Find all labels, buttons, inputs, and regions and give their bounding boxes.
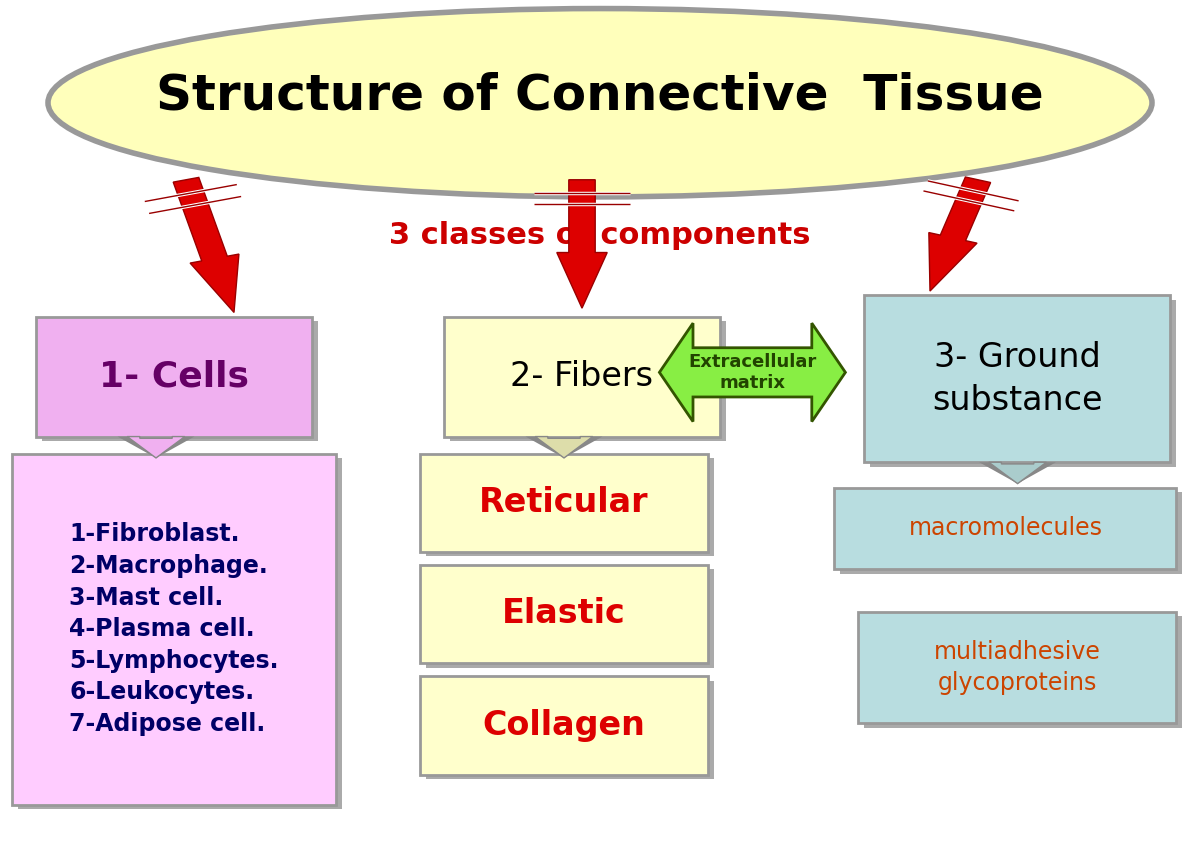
Polygon shape (660, 324, 845, 422)
FancyBboxPatch shape (834, 488, 1176, 569)
FancyBboxPatch shape (426, 681, 714, 779)
FancyBboxPatch shape (18, 458, 342, 809)
FancyBboxPatch shape (420, 454, 708, 552)
Polygon shape (979, 462, 1056, 484)
Text: macromolecules: macromolecules (908, 516, 1103, 540)
Text: Collagen: Collagen (482, 709, 646, 741)
Text: 3- Ground
substance: 3- Ground substance (932, 341, 1103, 418)
FancyBboxPatch shape (858, 612, 1176, 723)
Polygon shape (127, 437, 185, 458)
FancyArrow shape (557, 180, 607, 308)
Polygon shape (535, 437, 593, 458)
FancyBboxPatch shape (420, 676, 708, 775)
FancyArrow shape (929, 177, 991, 291)
Text: Reticular: Reticular (479, 486, 649, 519)
FancyBboxPatch shape (840, 492, 1182, 574)
FancyBboxPatch shape (444, 317, 720, 437)
FancyBboxPatch shape (864, 295, 1170, 462)
Polygon shape (118, 437, 194, 458)
Ellipse shape (48, 9, 1152, 197)
Text: Structure of Connective  Tissue: Structure of Connective Tissue (156, 72, 1044, 120)
Text: Elastic: Elastic (502, 597, 626, 630)
Polygon shape (526, 437, 602, 458)
Text: 3 classes of components: 3 classes of components (389, 221, 811, 250)
FancyBboxPatch shape (864, 616, 1182, 728)
Polygon shape (989, 462, 1046, 484)
Text: 1- Cells: 1- Cells (98, 360, 250, 394)
Text: Extracellular
matrix: Extracellular matrix (689, 353, 816, 392)
Text: multiadhesive
glycoproteins: multiadhesive glycoproteins (934, 640, 1102, 695)
FancyBboxPatch shape (42, 321, 318, 441)
FancyArrow shape (173, 177, 239, 312)
FancyBboxPatch shape (36, 317, 312, 437)
Text: 1-Fibroblast.
2-Macrophage.
3-Mast cell.
4-Plasma cell.
5-Lymphocytes.
6-Leukocy: 1-Fibroblast. 2-Macrophage. 3-Mast cell.… (70, 522, 278, 736)
FancyBboxPatch shape (426, 569, 714, 668)
FancyBboxPatch shape (450, 321, 726, 441)
Text: 2- Fibers: 2- Fibers (510, 360, 654, 393)
FancyBboxPatch shape (12, 454, 336, 805)
FancyBboxPatch shape (426, 458, 714, 556)
FancyBboxPatch shape (420, 565, 708, 663)
FancyBboxPatch shape (870, 300, 1176, 467)
